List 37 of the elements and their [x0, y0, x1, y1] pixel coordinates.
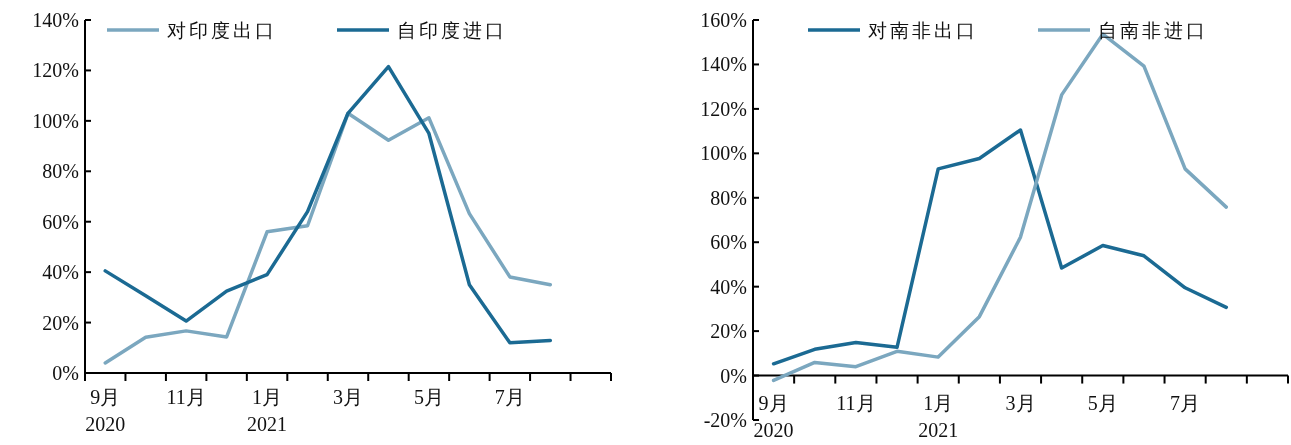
x-tick-label: 11月 — [836, 392, 876, 414]
line-series — [103, 111, 553, 365]
line-series — [771, 128, 1229, 366]
x-tick-label: 7月 — [1170, 392, 1201, 414]
y-tick-label: 40% — [42, 261, 79, 284]
y-tick-label: 140% — [700, 53, 747, 76]
legend-label: 自南非进口 — [1098, 20, 1208, 41]
y-tick-label: 40% — [710, 275, 747, 298]
y-tick-label: 60% — [42, 210, 79, 233]
y-tick-label: 140% — [32, 9, 79, 31]
x-tick-label: 9月 2020 — [753, 392, 794, 441]
x-tick-label: 1月 2021 — [918, 392, 959, 441]
x-tick-label: 7月 — [494, 386, 525, 408]
y-tick-label: 80% — [710, 186, 747, 209]
y-tick-label: 120% — [32, 59, 79, 82]
x-tick-label: 11月 — [166, 386, 206, 408]
y-tick-label: 60% — [710, 231, 747, 254]
x-tick-label: 5月 — [1087, 392, 1118, 414]
y-tick-label: -20% — [703, 409, 747, 431]
y-tick-label: 120% — [700, 97, 747, 120]
y-tick-label: 20% — [42, 311, 79, 334]
y-tick-label: 160% — [700, 9, 747, 31]
x-tick-label: 5月 — [413, 386, 444, 408]
y-tick-label: 80% — [42, 160, 79, 183]
x-tick-label: 9月 2020 — [85, 386, 126, 435]
x-tick-label: 1月 2021 — [247, 386, 288, 435]
y-tick-label: 100% — [32, 109, 79, 132]
legend-label: 对南非出口 — [868, 20, 978, 41]
y-tick-label: 0% — [720, 364, 747, 387]
x-tick-label: 3月 — [1005, 392, 1036, 414]
y-tick-label: 0% — [52, 362, 79, 384]
y-tick-label: 20% — [710, 320, 747, 343]
y-tick-label: 100% — [700, 142, 747, 165]
line-series — [103, 64, 553, 345]
legend-label: 对印度出口 — [167, 20, 277, 41]
legend-label: 自印度进口 — [397, 20, 507, 41]
x-tick-label: 3月 — [333, 386, 363, 408]
